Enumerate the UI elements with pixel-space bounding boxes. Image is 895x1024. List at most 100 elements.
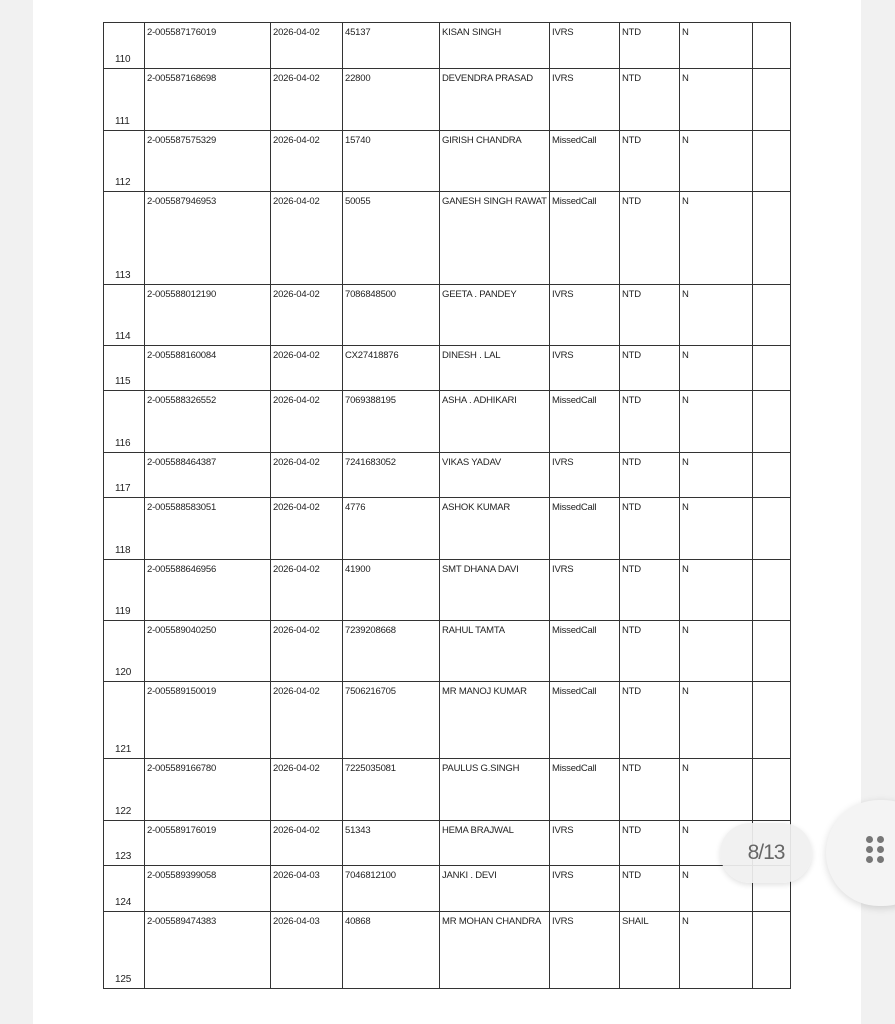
cell-reference-id: 2-005587575329	[144, 130, 271, 192]
cell-row-number: 125	[103, 911, 145, 989]
cell-date: 2026-04-02	[270, 497, 343, 560]
cell-date: 2026-04-03	[270, 911, 343, 989]
cell-row-number: 124	[103, 865, 145, 912]
cell-division: NTD	[619, 22, 680, 69]
cell-division: NTD	[619, 284, 680, 346]
cell-row-number: 119	[103, 559, 145, 621]
cell-date: 2026-04-02	[270, 284, 343, 346]
cell-division: NTD	[619, 620, 680, 682]
cell-source: IVRS	[549, 820, 620, 866]
cell-account-number: CX27418876	[342, 345, 440, 391]
cell-empty	[752, 22, 791, 69]
cell-date: 2026-04-02	[270, 620, 343, 682]
cell-date: 2026-04-03	[270, 865, 343, 912]
cell-flag: N	[679, 68, 753, 131]
cell-customer-name: JANKI . DEVI	[439, 865, 550, 912]
cell-empty	[752, 130, 791, 192]
cell-source: IVRS	[549, 345, 620, 391]
cell-customer-name: ASHOK KUMAR	[439, 497, 550, 560]
cell-empty	[752, 620, 791, 682]
cell-source: IVRS	[549, 68, 620, 131]
table-row: 117 2-005588464387 2026-04-02 7241683052 VIK…	[103, 452, 791, 498]
cell-date: 2026-04-02	[270, 345, 343, 391]
cell-account-number: 15740	[342, 130, 440, 192]
cell-reference-id: 2-005588646956	[144, 559, 271, 621]
table-row: 121 2-005589150019 2026-04-02 7506216705 MR …	[103, 681, 791, 759]
cell-flag: N	[679, 758, 753, 821]
cell-reference-id: 2-005589176019	[144, 820, 271, 866]
cell-customer-name: RAHUL TAMTA	[439, 620, 550, 682]
cell-reference-id: 2-005587946953	[144, 191, 271, 285]
cell-row-number: 121	[103, 681, 145, 759]
cell-division: NTD	[619, 390, 680, 453]
cell-date: 2026-04-02	[270, 68, 343, 131]
cell-empty	[752, 911, 791, 989]
table-row: 124 2-005589399058 2026-04-03 7046812100 JAN…	[103, 865, 791, 912]
cell-division: NTD	[619, 497, 680, 560]
cell-flag: N	[679, 681, 753, 759]
cell-customer-name: DEVENDRA PRASAD	[439, 68, 550, 131]
table-row: 125 2-005589474383 2026-04-03 40868 MR MOHAN…	[103, 911, 791, 989]
cell-division: NTD	[619, 820, 680, 866]
cell-customer-name: DINESH . LAL	[439, 345, 550, 391]
cell-division: NTD	[619, 865, 680, 912]
cell-customer-name: GEETA . PANDEY	[439, 284, 550, 346]
cell-reference-id: 2-005589474383	[144, 911, 271, 989]
table-row: 113 2-005587946953 2026-04-02 50055 GANESH S…	[103, 191, 791, 285]
cell-row-number: 112	[103, 130, 145, 192]
cell-date: 2026-04-02	[270, 452, 343, 498]
cell-flag: N	[679, 911, 753, 989]
cell-account-number: 40868	[342, 911, 440, 989]
cell-account-number: 50055	[342, 191, 440, 285]
cell-account-number: 4776	[342, 497, 440, 560]
cell-customer-name: PAULUS G.SINGH	[439, 758, 550, 821]
cell-empty	[752, 345, 791, 391]
cell-row-number: 115	[103, 345, 145, 391]
cell-flag: N	[679, 191, 753, 285]
cell-date: 2026-04-02	[270, 390, 343, 453]
table-row: 120 2-005589040250 2026-04-02 7239208668 RAH…	[103, 620, 791, 682]
cell-customer-name: MR MANOJ KUMAR	[439, 681, 550, 759]
cell-flag: N	[679, 390, 753, 453]
cell-customer-name: SMT DHANA DAVI	[439, 559, 550, 621]
cell-source: MissedCall	[549, 681, 620, 759]
cell-account-number: 7225035081	[342, 758, 440, 821]
cell-source: MissedCall	[549, 390, 620, 453]
cell-row-number: 114	[103, 284, 145, 346]
table-row: 118 2-005588583051 2026-04-02 4776 ASHOK KUM…	[103, 497, 791, 560]
cell-reference-id: 2-005589166780	[144, 758, 271, 821]
table-row: 119 2-005588646956 2026-04-02 41900 SMT DHAN…	[103, 559, 791, 621]
cell-source: MissedCall	[549, 620, 620, 682]
cell-account-number: 45137	[342, 22, 440, 69]
cell-division: NTD	[619, 681, 680, 759]
table-row: 110 2-005587176019 2026-04-02 45137 KISAN SI…	[103, 22, 791, 69]
cell-division: NTD	[619, 345, 680, 391]
cell-empty	[752, 452, 791, 498]
cell-row-number: 122	[103, 758, 145, 821]
table-row: 116 2-005588326552 2026-04-02 7069388195 ASH…	[103, 390, 791, 453]
cell-row-number: 113	[103, 191, 145, 285]
cell-division: NTD	[619, 191, 680, 285]
cell-flag: N	[679, 22, 753, 69]
cell-reference-id: 2-005589150019	[144, 681, 271, 759]
cell-empty	[752, 191, 791, 285]
cell-account-number: 7046812100	[342, 865, 440, 912]
cell-empty	[752, 559, 791, 621]
cell-source: IVRS	[549, 452, 620, 498]
table-row: 112 2-005587575329 2026-04-02 15740 GIRISH C…	[103, 130, 791, 192]
table-row: 123 2-005589176019 2026-04-02 51343 HEMA BRA…	[103, 820, 791, 866]
table-row: 122 2-005589166780 2026-04-02 7225035081 PAU…	[103, 758, 791, 821]
cell-account-number: 7239208668	[342, 620, 440, 682]
cell-account-number: 7086848500	[342, 284, 440, 346]
cell-customer-name: VIKAS YADAV	[439, 452, 550, 498]
cell-customer-name: KISAN SINGH	[439, 22, 550, 69]
cell-flag: N	[679, 497, 753, 560]
cell-division: NTD	[619, 559, 680, 621]
cell-source: IVRS	[549, 911, 620, 989]
cell-source: IVRS	[549, 22, 620, 69]
cell-date: 2026-04-02	[270, 559, 343, 621]
cell-reference-id: 2-005588464387	[144, 452, 271, 498]
cell-division: NTD	[619, 452, 680, 498]
page-indicator: 8/13	[720, 823, 812, 883]
cell-empty	[752, 497, 791, 560]
